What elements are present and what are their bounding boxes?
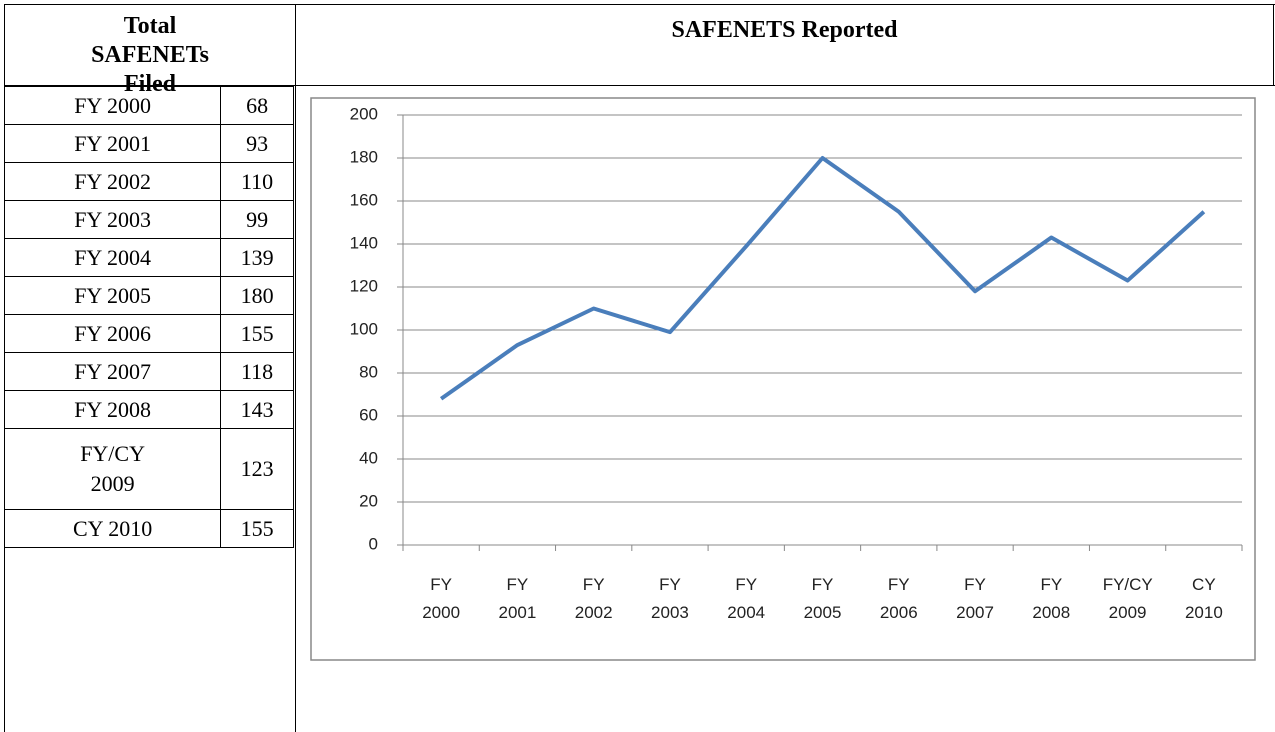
row-value: 93 (220, 124, 294, 163)
label-cell: FY 2007 (3, 352, 222, 391)
row-value: 68 (220, 86, 294, 125)
table-row: FY/CY 2009 123 (3, 428, 294, 510)
table-row: FY 2004 139 (3, 238, 294, 277)
y-tick-label: 120 (350, 276, 378, 295)
row-value: 118 (220, 352, 294, 391)
x-tick-label: FY 2008 (1032, 575, 1071, 622)
label-cell: CY 2010 (3, 509, 222, 548)
x-tick-label: FY 2007 (956, 575, 994, 622)
border-right (1273, 4, 1274, 86)
row-value: 143 (220, 390, 294, 429)
row-value: 180 (220, 276, 294, 315)
right-header: SAFENETS Reported (671, 17, 898, 43)
table-row: FY 2000 68 (3, 86, 294, 125)
table-row: FY 2008 143 (3, 390, 294, 429)
y-tick-label: 20 (359, 491, 378, 510)
label-cell: FY 2000 (3, 86, 222, 125)
row-label: FY 2005 (74, 282, 151, 308)
row-label: FY 2000 (74, 92, 151, 118)
table-row: CY 2010 155 (3, 509, 294, 548)
border-middle (295, 4, 296, 732)
y-tick-label: 60 (359, 405, 378, 424)
table-row: FY 2003 99 (3, 200, 294, 239)
x-tick-label: FY 2006 (879, 575, 918, 622)
y-tick-label: 140 (350, 233, 378, 252)
y-tick-label: 40 (359, 448, 378, 467)
table-row: FY 2006 155 (3, 314, 294, 353)
y-tick-label: 180 (350, 147, 378, 166)
row-label: FY 2003 (74, 206, 151, 232)
label-cell: FY 2004 (3, 238, 222, 277)
row-value: 99 (220, 200, 294, 239)
label-cell: FY 2006 (3, 314, 222, 353)
row-value: 155 (220, 509, 294, 548)
row-value: 155 (220, 314, 294, 353)
x-tick-label: FY 2001 (498, 575, 537, 622)
label-cell: FY 2002 (3, 162, 222, 201)
x-tick-label: FY/CY 2009 (1102, 575, 1153, 622)
row-label: FY 2004 (74, 244, 151, 270)
row-label: FY 2006 (74, 320, 151, 346)
label-cell: FY/CY 2009 (3, 428, 222, 510)
x-tick-label: FY 2005 (803, 575, 842, 622)
x-tick-label: FY 2002 (574, 575, 613, 622)
table-row: FY 2002 110 (3, 162, 294, 201)
y-tick-label: 200 (350, 104, 378, 123)
row-label: FY/CY 2009 (80, 441, 145, 496)
x-tick-label: CY 2010 (1184, 575, 1223, 622)
row-value: 110 (220, 162, 294, 201)
row-value: 139 (220, 238, 294, 277)
x-tick-label: FY 2000 (422, 575, 461, 622)
label-cell: FY 2008 (3, 390, 222, 429)
row-label: FY 2001 (74, 130, 151, 156)
line-series (439, 156, 1206, 401)
table-row: FY 2005 180 (3, 276, 294, 315)
row-value: 123 (220, 428, 294, 510)
y-tick-label: 100 (350, 319, 378, 338)
label-cell: FY 2001 (3, 124, 222, 163)
row-label: FY 2002 (74, 168, 151, 194)
chart: 0 20 40 60 80 100 120 140 160 180 200 (310, 97, 1256, 661)
row-label: FY 2007 (74, 358, 151, 384)
counts-table: FY 2000 68 FY 2001 93 FY 2002 110 FY 2003 99 FY … (3, 86, 294, 548)
table-row: FY 2007 118 (3, 352, 294, 391)
border-top (4, 4, 1275, 5)
table-row: FY 2001 93 (3, 124, 294, 163)
y-tick-label: 80 (359, 362, 378, 381)
y-tick-label: 0 (369, 534, 378, 553)
label-cell: FY 2003 (3, 200, 222, 239)
label-cell: FY 2005 (3, 276, 222, 315)
y-tick-label: 160 (350, 190, 378, 209)
x-tick-label: FY 2003 (651, 575, 689, 622)
row-label: CY 2010 (72, 515, 153, 541)
border-header (4, 85, 1275, 86)
row-label: FY 2008 (74, 396, 151, 422)
x-tick-label: FY 2004 (727, 575, 766, 622)
